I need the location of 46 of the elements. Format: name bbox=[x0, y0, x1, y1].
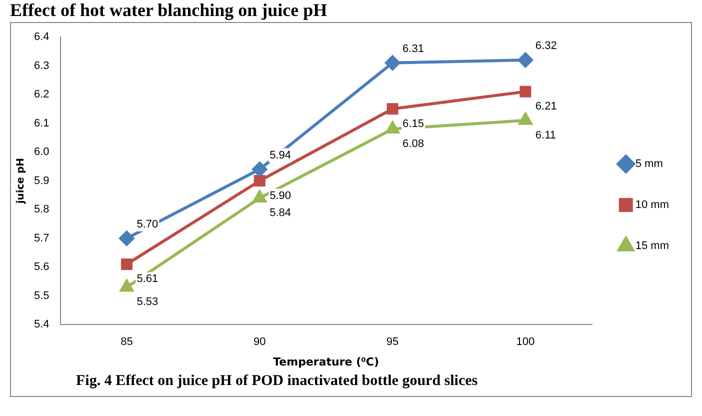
point bbox=[518, 52, 533, 68]
point bbox=[385, 55, 400, 70]
point bbox=[518, 112, 532, 125]
data-label: 6.21 bbox=[535, 100, 557, 113]
data-label: 5.53 bbox=[136, 296, 158, 308]
y-tick-label: 6.0 bbox=[34, 146, 50, 158]
legend-label: 15 mm bbox=[635, 240, 670, 252]
point bbox=[121, 258, 132, 270]
data-label: 6.11 bbox=[535, 129, 556, 142]
data-label: 5.84 bbox=[270, 207, 292, 220]
caption: Fig. 4 Effect on juice pH of POD inactivated bottle gourd slices bbox=[75, 373, 479, 391]
y-tick-label: 5.8 bbox=[34, 204, 50, 216]
data-label: 6.15 bbox=[402, 118, 424, 130]
y-tick-label: 5.9 bbox=[34, 174, 50, 187]
data-label: 5.94 bbox=[270, 149, 292, 162]
x-tick-label: 95 bbox=[386, 336, 399, 348]
data-label: 6.08 bbox=[402, 138, 424, 150]
data-label: 6.31 bbox=[402, 42, 424, 55]
chart-title: Effect of hot water blanching on juice pH bbox=[9, 0, 328, 22]
data-label: 6.32 bbox=[535, 40, 557, 52]
point bbox=[252, 190, 266, 203]
point bbox=[386, 103, 398, 115]
y-axis-title: juice pH bbox=[16, 158, 27, 205]
y-tick-label: 5.7 bbox=[34, 232, 50, 244]
point bbox=[120, 280, 134, 292]
y-tick-label: 6.1 bbox=[34, 117, 50, 130]
y-tick-label: 5.6 bbox=[34, 261, 50, 274]
data-label: 5.70 bbox=[136, 218, 158, 230]
point bbox=[119, 230, 134, 246]
point bbox=[520, 86, 532, 98]
point bbox=[386, 122, 400, 134]
x-axis-title: Temperature (⁰C) bbox=[273, 355, 380, 368]
legend-label: 10 mm bbox=[635, 199, 670, 212]
y-tick-label: 6.4 bbox=[34, 31, 50, 44]
y-tick-label: 6.2 bbox=[34, 88, 50, 101]
x-tick-label: 100 bbox=[516, 336, 535, 348]
y-tick-label: 5.5 bbox=[34, 290, 50, 302]
y-tick-label: 6.3 bbox=[34, 60, 50, 72]
x-tick-label: 90 bbox=[254, 336, 266, 348]
x-tick-label: 85 bbox=[120, 336, 133, 348]
point bbox=[252, 162, 268, 177]
y-tick-label: 5.4 bbox=[34, 318, 50, 331]
point bbox=[254, 175, 266, 187]
legend-label: 5 mm bbox=[635, 158, 663, 170]
data-label: 5.61 bbox=[136, 273, 158, 286]
data-label: 5.90 bbox=[270, 190, 292, 202]
